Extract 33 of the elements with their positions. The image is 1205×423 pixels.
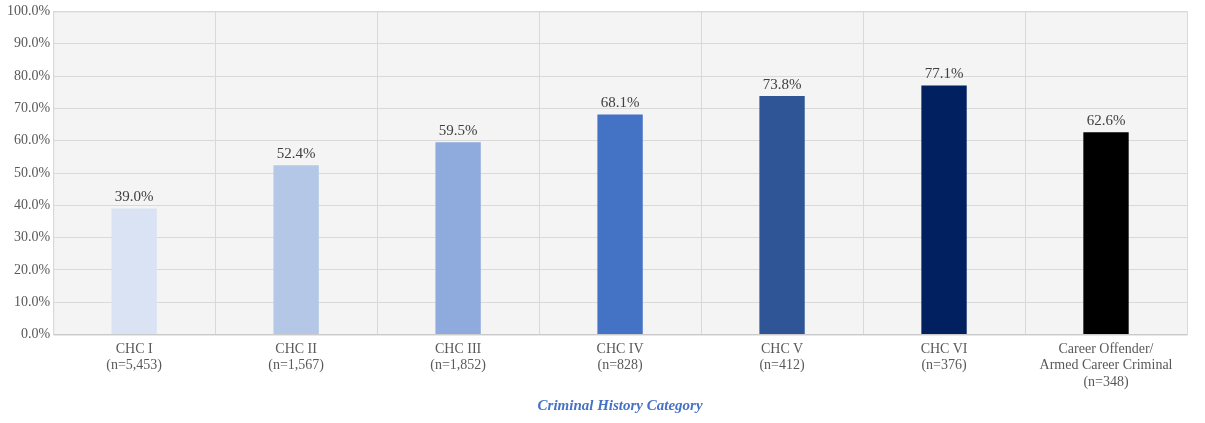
x-tick-label: CHC IV (n=828) (596, 340, 644, 374)
y-tick-label: 60.0% (13, 132, 51, 148)
y-tick-label: 50.0% (13, 164, 51, 180)
bar (759, 96, 805, 335)
y-tick-label: 100.0% (6, 3, 51, 19)
data-label: 59.5% (438, 121, 478, 138)
x-tick-label: CHC VI (n=376) (920, 340, 968, 374)
data-label: 77.1% (924, 64, 964, 81)
y-tick-label: 20.0% (13, 261, 51, 277)
bar (921, 85, 967, 335)
x-tick-label: CHC I (n=5,453) (106, 340, 163, 374)
y-tick-label: 90.0% (13, 35, 51, 51)
bar (111, 208, 157, 335)
data-label: 73.8% (762, 75, 802, 92)
data-label: 39.0% (114, 187, 154, 204)
bar (597, 114, 643, 335)
bar (435, 142, 481, 335)
data-label: 52.4% (276, 144, 316, 161)
x-axis-title: Criminal History Category (537, 396, 703, 413)
data-label: 68.1% (600, 93, 640, 110)
x-tick-label: CHC V (n=412) (759, 340, 805, 374)
x-tick-label: CHC III (n=1,852) (430, 340, 487, 374)
data-label: 62.6% (1086, 111, 1126, 128)
y-tick-label: 80.0% (13, 67, 51, 83)
x-tick-label: Career Offender/ Armed Career Criminal (n=348) (1039, 340, 1173, 391)
y-tick-label: 70.0% (13, 100, 51, 116)
bar (273, 165, 319, 335)
bar (1083, 132, 1129, 335)
y-tick-label: 10.0% (13, 293, 51, 309)
y-tick-label: 0.0% (20, 326, 51, 342)
x-tick-label: CHC II (n=1,567) (268, 340, 325, 374)
y-tick-label: 30.0% (13, 229, 51, 245)
y-tick-label: 40.0% (13, 196, 51, 212)
